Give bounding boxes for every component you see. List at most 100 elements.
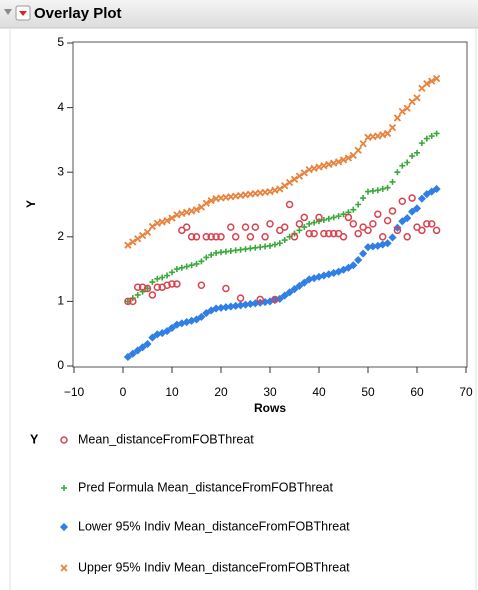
- x-tick-label: 50: [361, 385, 375, 399]
- data-point: [330, 159, 338, 167]
- data-point: [295, 172, 304, 180]
- x-tick-label: 30: [263, 385, 277, 399]
- data-point: [403, 214, 412, 223]
- data-point: [217, 233, 225, 241]
- legend-label: Upper 95% Indiv Mean_distanceFromFOBThre…: [78, 560, 350, 574]
- data-point: [315, 163, 323, 171]
- data-point: [295, 220, 304, 228]
- data-point: [378, 233, 387, 241]
- data-point: [236, 294, 245, 302]
- y-tick-label: 0: [57, 358, 64, 372]
- data-point: [163, 217, 171, 225]
- data-point: [187, 207, 196, 215]
- data-point: [325, 215, 332, 222]
- data-point: [359, 249, 368, 258]
- data-point: [418, 140, 425, 147]
- x-tick-label: 20: [214, 385, 228, 399]
- data-point: [138, 283, 147, 291]
- data-point: [350, 206, 357, 213]
- data-point: [403, 104, 411, 112]
- data-point: [129, 297, 137, 306]
- data-point: [271, 186, 279, 194]
- plot-frame: [72, 41, 468, 368]
- data-point: [384, 184, 391, 191]
- data-point: [320, 229, 328, 238]
- data-point: [344, 213, 353, 222]
- data-point: [207, 196, 215, 205]
- data-point: [305, 229, 313, 238]
- data-point: [143, 284, 152, 293]
- data-point: [409, 153, 416, 160]
- legend-marker: [59, 522, 69, 532]
- data-point: [339, 156, 348, 164]
- data-point: [374, 132, 382, 140]
- data-point: [256, 295, 264, 304]
- data-point: [266, 187, 274, 196]
- data-point: [271, 241, 278, 248]
- data-point: [183, 263, 190, 270]
- data-point: [173, 211, 181, 219]
- data-point: [414, 149, 420, 156]
- data-point: [354, 255, 363, 265]
- data-point: [428, 77, 436, 85]
- data-point: [418, 226, 426, 235]
- data-point: [383, 216, 392, 225]
- data-point: [198, 258, 205, 265]
- y-tick-label: 2: [57, 229, 64, 243]
- data-point: [241, 223, 250, 231]
- data-point: [169, 269, 175, 276]
- data-point: [149, 279, 156, 286]
- data-point: [163, 281, 171, 289]
- data-point: [280, 223, 289, 231]
- x-tick-label: 10: [165, 385, 179, 399]
- data-point: [349, 220, 358, 228]
- data-point: [124, 241, 132, 249]
- x-tick-label: 0: [120, 385, 127, 399]
- disclosure-toggle[interactable]: [4, 9, 12, 15]
- data-point: [359, 140, 367, 148]
- data-point: [389, 178, 396, 185]
- data-point: [153, 283, 162, 291]
- data-point: [316, 218, 322, 225]
- data-point: [192, 233, 201, 241]
- data-point: [393, 226, 402, 235]
- data-point: [320, 162, 328, 170]
- data-point: [355, 201, 362, 208]
- data-point: [193, 260, 200, 267]
- data-point: [227, 223, 235, 231]
- data-point: [261, 233, 269, 241]
- data-point: [398, 107, 406, 116]
- data-point: [222, 284, 230, 293]
- legend-label: Mean_distanceFromFOBThreat: [78, 432, 254, 446]
- y-tick-label: 5: [57, 35, 64, 49]
- data-point: [192, 206, 201, 214]
- data-point: [315, 213, 323, 222]
- data-point: [183, 208, 191, 216]
- data-point: [231, 233, 240, 241]
- data-point: [339, 233, 348, 241]
- data-point: [207, 233, 215, 241]
- panel-title: Overlay Plot: [34, 5, 122, 22]
- data-point: [388, 207, 397, 215]
- data-point: [212, 233, 220, 241]
- x-tick-label: 60: [410, 385, 424, 399]
- data-point: [148, 333, 157, 342]
- data-point: [300, 169, 308, 177]
- data-point: [413, 94, 421, 102]
- data-point: [335, 213, 342, 220]
- data-point: [158, 218, 166, 226]
- data-point: [154, 275, 161, 282]
- data-point: [329, 229, 338, 238]
- data-point: [428, 133, 435, 140]
- data-point: [320, 217, 327, 224]
- data-point: [173, 266, 180, 273]
- x-tick-label: 40: [312, 385, 326, 399]
- data-point: [310, 229, 318, 238]
- data-point: [305, 165, 313, 174]
- data-point: [133, 283, 142, 291]
- legend-marker: [61, 485, 67, 491]
- data-point: [188, 262, 195, 269]
- legend-title: Y: [30, 432, 39, 446]
- data-point: [354, 146, 362, 154]
